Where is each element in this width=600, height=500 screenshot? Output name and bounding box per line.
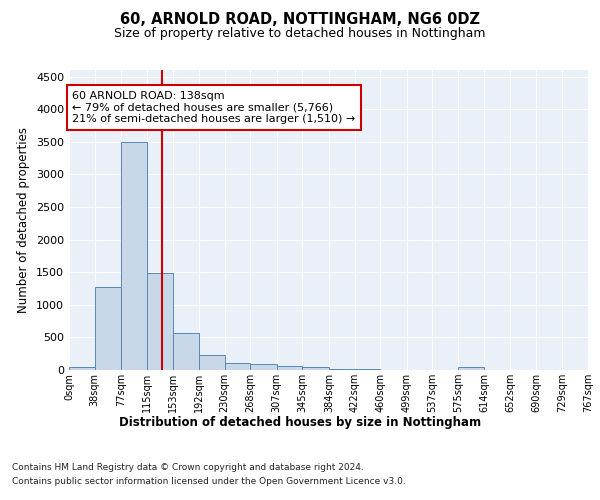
Bar [69, 368, 95, 370]
Bar [250, 364, 277, 370]
Bar [224, 362, 250, 370]
Text: 60, ARNOLD ROAD, NOTTINGHAM, NG6 0DZ: 60, ARNOLD ROAD, NOTTINGHAM, NG6 0DZ [120, 12, 480, 28]
Bar [121, 142, 147, 370]
Text: Size of property relative to detached houses in Nottingham: Size of property relative to detached ho… [114, 28, 486, 40]
Y-axis label: Number of detached properties: Number of detached properties [17, 127, 31, 313]
Bar [173, 333, 199, 370]
Bar [302, 367, 329, 370]
Text: Distribution of detached houses by size in Nottingham: Distribution of detached houses by size … [119, 416, 481, 429]
Bar [147, 274, 173, 370]
Text: Contains public sector information licensed under the Open Government Licence v3: Contains public sector information licen… [12, 476, 406, 486]
Bar [329, 368, 355, 370]
Text: Contains HM Land Registry data © Crown copyright and database right 2024.: Contains HM Land Registry data © Crown c… [12, 463, 364, 472]
Text: 60 ARNOLD ROAD: 138sqm
← 79% of detached houses are smaller (5,766)
21% of semi-: 60 ARNOLD ROAD: 138sqm ← 79% of detached… [73, 91, 356, 124]
Bar [458, 368, 484, 370]
Bar [95, 287, 121, 370]
Bar [277, 366, 302, 370]
Bar [199, 354, 224, 370]
